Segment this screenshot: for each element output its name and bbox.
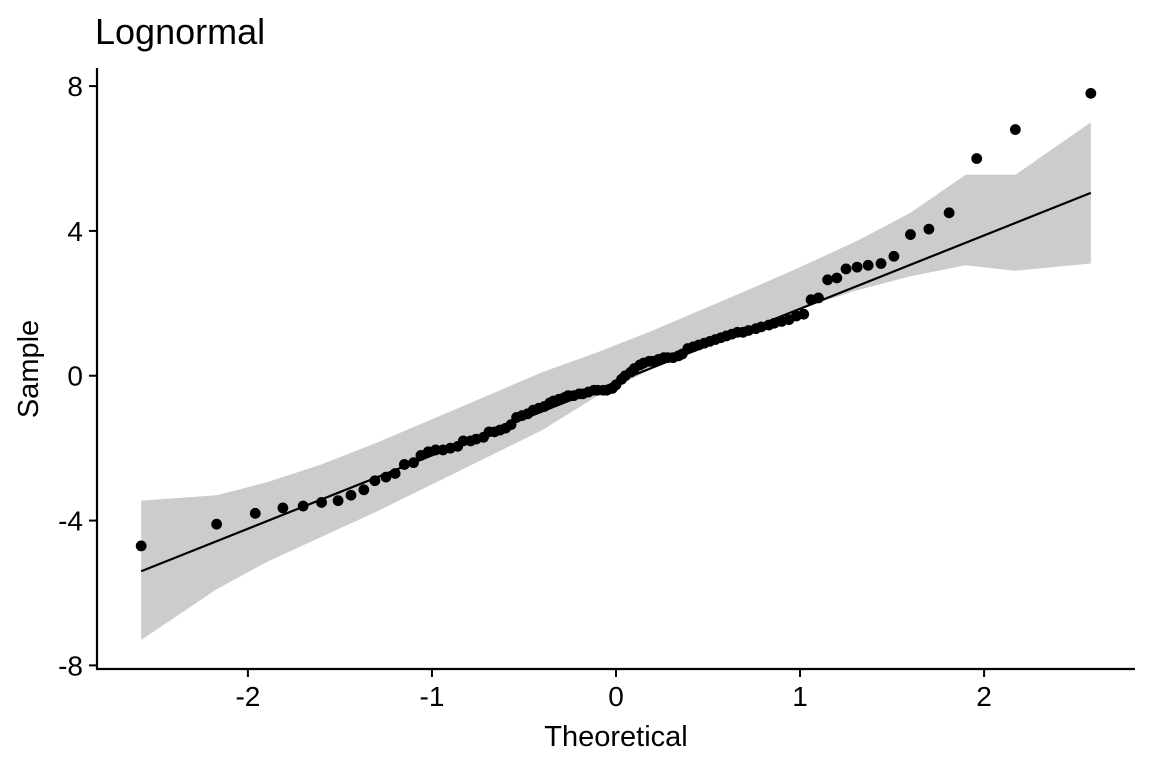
x-axis-ticks: -2 -1 0 1 2 [235, 669, 992, 712]
data-point [888, 250, 900, 262]
data-point [389, 468, 401, 479]
data-point [408, 457, 419, 469]
data-point [277, 502, 289, 514]
data-point [358, 484, 370, 496]
data-point [798, 308, 810, 320]
data-point [297, 500, 309, 512]
x-tick-label: -1 [420, 681, 445, 712]
data-point [332, 495, 344, 507]
data-point [249, 507, 261, 519]
data-point [369, 475, 381, 487]
x-tick-label: 2 [976, 681, 992, 712]
y-axis-ticks: -8 -4 0 4 8 [58, 71, 97, 681]
data-point [398, 459, 410, 470]
y-tick-label: 8 [67, 71, 83, 102]
data-point [211, 518, 223, 530]
y-tick-label: 0 [67, 361, 83, 392]
data-point [875, 258, 887, 269]
data-point [851, 261, 863, 273]
data-point [971, 153, 983, 164]
data-point [345, 489, 357, 501]
data-point [813, 292, 824, 304]
y-tick-label: -8 [58, 650, 83, 681]
y-tick-label: -4 [58, 506, 83, 537]
data-point [380, 471, 392, 483]
chart-title: Lognormal [95, 11, 265, 52]
data-point [1085, 87, 1097, 99]
data-point [862, 259, 874, 271]
data-point [923, 223, 935, 235]
points-layer [135, 87, 1097, 552]
x-axis-title: Theoretical [544, 721, 687, 753]
data-point [905, 229, 916, 240]
data-point [822, 274, 834, 286]
y-tick-label: 4 [67, 216, 83, 247]
data-point [1009, 124, 1021, 135]
data-point [840, 263, 852, 275]
data-point [831, 272, 843, 284]
data-point [316, 497, 327, 508]
x-tick-label: 0 [608, 681, 624, 712]
x-tick-label: -2 [235, 681, 260, 712]
y-axis-title: Sample [13, 320, 45, 418]
data-point [135, 540, 147, 552]
x-tick-label: 1 [792, 681, 808, 712]
data-point [943, 207, 955, 219]
